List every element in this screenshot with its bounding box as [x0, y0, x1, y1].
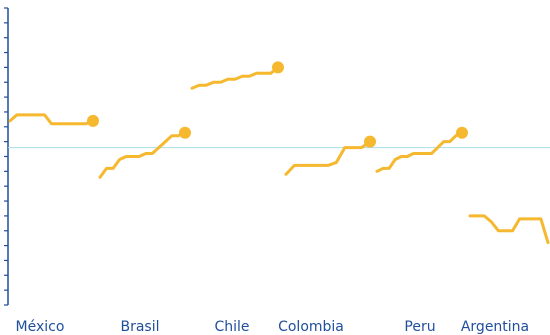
- series-line-mxico: [8, 113, 95, 126]
- series-group: [8, 61, 550, 245]
- series-line-argentina: [468, 214, 550, 245]
- category-labels: México Brasil Chile Colombia Peru Argentina: [16, 319, 530, 335]
- series-line-peru: [375, 131, 464, 173]
- category-label: México: [16, 319, 65, 335]
- series-line-colombia: [284, 140, 372, 176]
- series-end-point: [364, 135, 376, 148]
- series-end-point: [87, 114, 99, 127]
- series-line-brasil: [98, 131, 187, 179]
- category-label: Colombia: [278, 319, 344, 335]
- category-label: Chile: [214, 319, 249, 335]
- series-line-chile: [190, 65, 280, 90]
- series-end-point: [179, 126, 191, 139]
- category-label: Argentina: [461, 319, 529, 335]
- series-end-point: [272, 61, 284, 74]
- y-axis: [4, 7, 9, 306]
- category-label: Brasil: [120, 319, 159, 335]
- series-end-point: [456, 126, 468, 139]
- category-label: Peru: [404, 319, 435, 335]
